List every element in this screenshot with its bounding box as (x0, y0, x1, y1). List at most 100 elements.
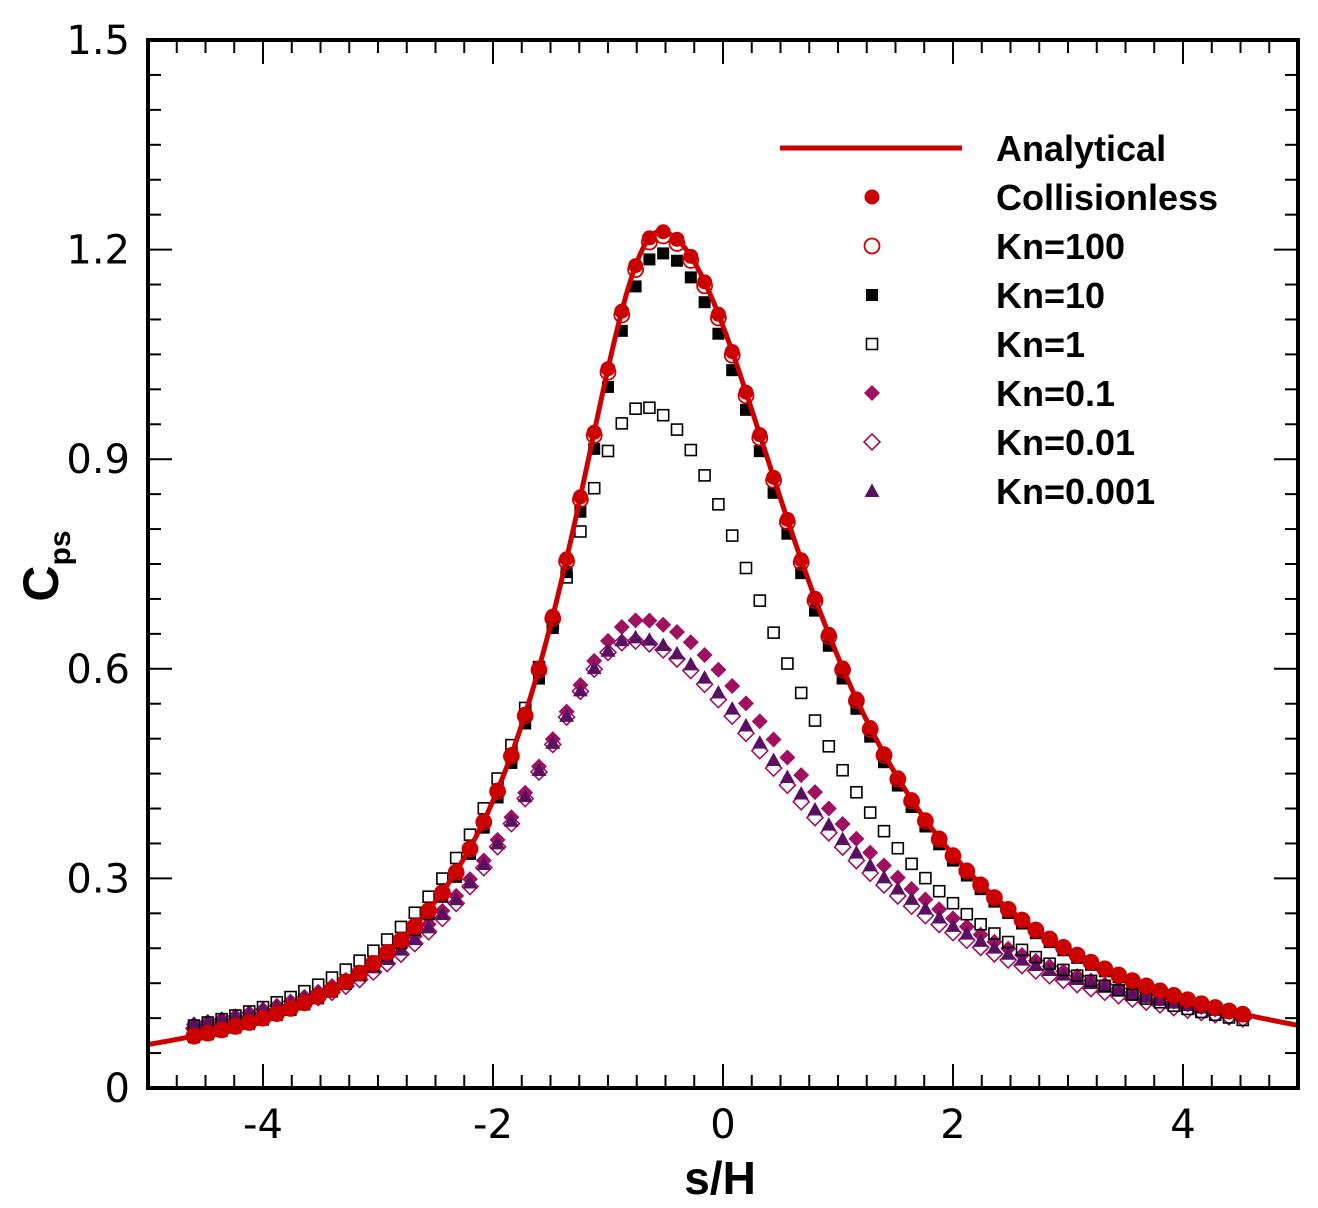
data-point (931, 910, 947, 924)
legend-label: Collisionless (996, 177, 1218, 218)
data-point (629, 402, 642, 415)
data-point (407, 931, 423, 946)
data-point (779, 769, 795, 783)
data-point (516, 789, 535, 808)
data-point (517, 788, 533, 803)
data-point (574, 505, 587, 518)
data-point (877, 824, 891, 838)
data-point (988, 927, 1001, 940)
data-point (876, 857, 892, 874)
legend: Analytical Collisionless Kn=100 Kn=10 Kn=1 Kn… (780, 128, 1218, 512)
legend-label: Kn=0.01 (996, 422, 1135, 463)
data-point (436, 872, 449, 885)
legend-label: Kn=0.001 (996, 471, 1155, 512)
data-point (738, 695, 754, 712)
data-point (932, 884, 946, 898)
data-point (529, 762, 549, 782)
x-tick-label: -2 (473, 1102, 513, 1148)
legend-item: Kn=1 (865, 324, 1085, 365)
data-point (696, 646, 713, 663)
legend-marker (864, 483, 880, 497)
y-tick-label: 0 (105, 1066, 130, 1112)
y-axis-title-main: C (13, 565, 69, 601)
data-point (557, 707, 576, 727)
data-point (712, 498, 725, 511)
data-point (779, 749, 796, 766)
data-point (655, 637, 671, 652)
data-point (460, 877, 480, 896)
data-point (1126, 988, 1139, 1001)
data-point (821, 817, 837, 831)
legend-label: Kn=100 (996, 226, 1125, 267)
data-point (655, 616, 672, 633)
data-point (905, 857, 918, 871)
legend-item: Kn=10 (866, 275, 1105, 316)
data-point (973, 933, 989, 947)
data-point (447, 894, 466, 913)
data-point (574, 525, 587, 538)
data-point (490, 835, 506, 850)
data-point (476, 856, 492, 870)
data-point (615, 417, 629, 430)
data-point (1000, 946, 1016, 960)
data-point (391, 945, 411, 964)
legend-item: Kn=0.01 (862, 422, 1135, 463)
data-point (974, 917, 987, 931)
legend-marker (865, 337, 879, 351)
x-tick-label: 0 (710, 1102, 735, 1148)
data-point (629, 280, 642, 293)
legend-label: Analytical (996, 128, 1166, 169)
data-point (820, 800, 837, 817)
legend-item: Kn=0.001 (864, 471, 1155, 512)
y-tick-label: 0.9 (66, 437, 130, 483)
data-point (585, 660, 604, 679)
data-point (598, 643, 618, 662)
x-tick-label: 2 (940, 1102, 965, 1148)
data-point (752, 735, 768, 749)
data-point (1057, 963, 1070, 977)
data-point (419, 922, 438, 941)
x-tick-label: 4 (1170, 1102, 1195, 1148)
data-point (808, 714, 822, 727)
data-point (863, 806, 877, 819)
data-point (1070, 969, 1084, 982)
data-point (1111, 982, 1127, 997)
data-point (836, 763, 849, 777)
data-point (917, 901, 933, 915)
data-point (960, 907, 974, 921)
data-point (862, 857, 878, 872)
data-point (586, 660, 602, 675)
data-point (781, 657, 794, 670)
data-point (807, 784, 823, 801)
data-point (613, 618, 630, 635)
data-point (946, 896, 960, 910)
data-point (931, 901, 948, 918)
data-point (1028, 957, 1044, 971)
data-point (835, 831, 851, 846)
data-point (1029, 950, 1043, 964)
legend-marker (862, 432, 882, 452)
y-axis-title-sub: ps (44, 530, 77, 565)
data-point (766, 752, 782, 766)
data-point (408, 906, 422, 920)
data-point (503, 813, 519, 827)
data-point (1097, 979, 1113, 993)
data-point (738, 717, 754, 732)
data-point (422, 890, 435, 904)
data-point (571, 682, 590, 701)
chart-marks (147, 224, 1299, 1047)
data-point (572, 682, 588, 697)
y-axis-title: Cps (13, 530, 77, 601)
data-point (186, 1016, 202, 1031)
data-point (1084, 974, 1098, 988)
data-point (848, 830, 865, 847)
data-point (822, 740, 836, 753)
legend-item: Kn=0.1 (864, 373, 1115, 414)
data-point (421, 919, 437, 934)
data-point (367, 944, 380, 957)
data-point (628, 629, 644, 644)
data-point (684, 271, 697, 284)
data-point (474, 858, 493, 877)
data-point (765, 731, 782, 748)
data-point (793, 786, 809, 800)
